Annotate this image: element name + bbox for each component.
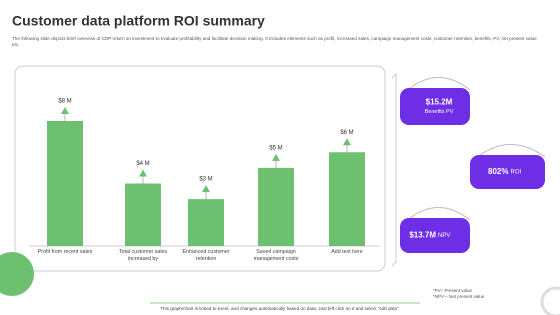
kpi-value: $13.7M: [409, 231, 436, 240]
value-label: $8 M: [58, 99, 71, 105]
arrow-head: [272, 153, 280, 161]
decor-circle: [0, 252, 34, 296]
category-label: Total customer sales increased by: [118, 249, 168, 262]
kpi-label: Benefits PV: [425, 109, 454, 115]
bar: [125, 183, 161, 246]
category-box: Add text here: [331, 249, 363, 255]
arrow-head: [343, 138, 351, 146]
category-box: Enhanced customer retention: [182, 249, 230, 262]
kpi-card: [400, 218, 470, 253]
connector: [391, 72, 397, 267]
category-box: Total customer sales increased by: [118, 249, 168, 262]
kpi-arc: [479, 144, 546, 158]
footnote: *PV– Present value: [433, 288, 473, 293]
kpi-label: NPV: [438, 233, 450, 239]
kpi-arc: [409, 77, 471, 91]
kpi-value: 802%: [488, 167, 508, 176]
arrow-head: [61, 107, 69, 114]
kpi-card: [400, 88, 470, 125]
bar: [329, 152, 365, 246]
bar: [258, 167, 294, 246]
decor-circle: [540, 286, 560, 315]
description: The following slide depicts brief overvi…: [12, 36, 537, 47]
category-label: Profit from recent sales: [37, 249, 93, 255]
bar: [47, 121, 83, 246]
arrow-head: [139, 169, 147, 177]
kpi-value: $15.2M: [426, 98, 453, 107]
category-label: Enhanced customer retention: [182, 249, 230, 262]
title: Customer data platform ROI summary: [12, 13, 265, 29]
description-box: The following slide depicts brief overvi…: [12, 36, 537, 47]
value-label: $3 M: [199, 177, 212, 183]
category-box: Saved campaign management costs: [253, 249, 299, 262]
kpi-label: ROI: [511, 170, 522, 176]
value-label: $5 M: [269, 145, 282, 151]
footnote: *NPV – Net present value: [433, 294, 485, 299]
bar: [188, 199, 224, 246]
kpi-card: [470, 155, 545, 189]
value-label: $6 M: [340, 130, 353, 136]
category-box: Profit from recent sales: [37, 249, 93, 255]
chart-frame: [14, 65, 386, 272]
value-label: $4 M: [136, 161, 149, 167]
arrow-head: [202, 185, 210, 193]
note: This graph/chart is linked to excel, and…: [160, 306, 400, 311]
kpi-arc: [409, 207, 471, 221]
category-label: Saved campaign management costs: [253, 249, 299, 262]
category-label: Add text here: [331, 249, 363, 255]
